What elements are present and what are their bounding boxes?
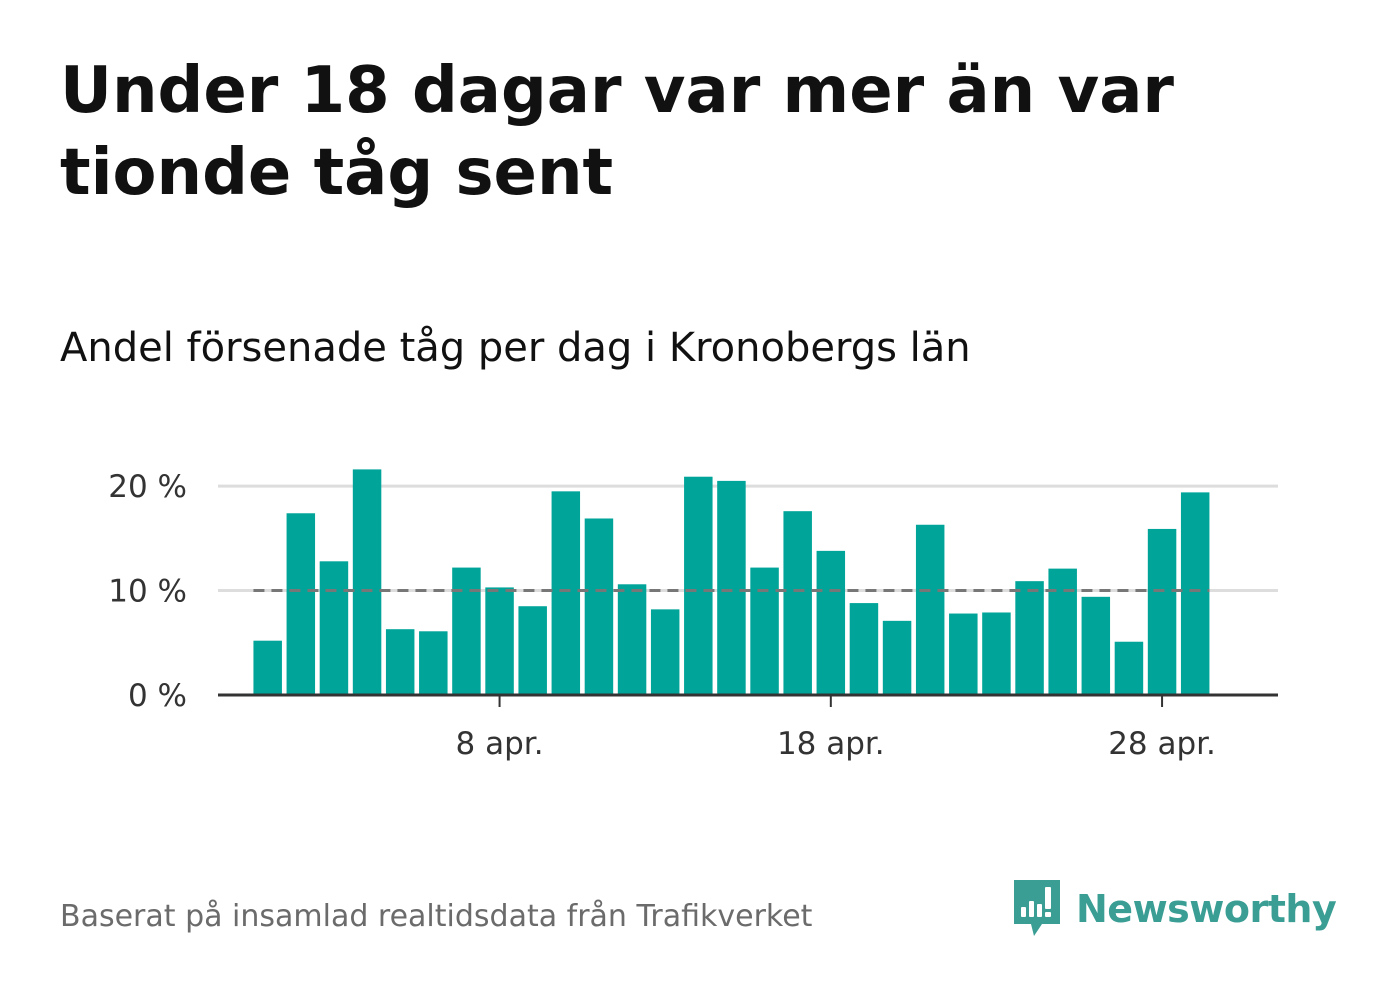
bar (1147, 528, 1177, 695)
bar (518, 606, 547, 695)
bar (319, 561, 349, 695)
bar (915, 524, 945, 695)
bar (1015, 581, 1044, 695)
bar (1081, 596, 1111, 695)
y-tick-label: 20 % (108, 469, 187, 505)
bar (485, 587, 514, 695)
bar (717, 480, 746, 695)
bar (882, 620, 912, 695)
bar (419, 631, 448, 695)
bar (385, 629, 415, 695)
brand-name: Newsworthy (1076, 887, 1337, 931)
bar (750, 567, 779, 695)
bar (551, 491, 581, 695)
x-tick-label: 18 apr. (777, 726, 885, 762)
bar (1114, 641, 1144, 695)
bars (253, 469, 1210, 695)
axes: 0 % 10 % 20 % 8 apr. 18 apr. 28 apr. (108, 469, 1278, 762)
source-note: Baserat på insamlad realtidsdata från Tr… (60, 899, 813, 934)
bar (286, 513, 316, 695)
bar (1180, 492, 1210, 695)
bar (253, 640, 282, 695)
x-tick-label: 28 apr. (1108, 726, 1216, 762)
y-tick-label: 0 % (128, 678, 187, 714)
brand-logo: Newsworthy (1012, 878, 1337, 940)
bar (949, 613, 978, 695)
bar (650, 609, 680, 695)
bar (452, 567, 481, 695)
x-tick-label: 8 apr. (456, 726, 544, 762)
bar (584, 518, 614, 695)
bar (816, 550, 846, 695)
bar (982, 612, 1011, 695)
bar (783, 511, 812, 695)
bar (1048, 568, 1077, 695)
bar (849, 603, 879, 695)
bar (617, 584, 647, 695)
bar (684, 476, 713, 695)
chart-subtitle: Andel försenade tåg per dag i Kronobergs… (60, 325, 971, 371)
bar (352, 469, 382, 695)
chart-title: Under 18 dagar var mer än var tionde tåg… (60, 54, 1174, 210)
newsworthy-logo-icon (1014, 880, 1060, 936)
y-tick-label: 10 % (108, 574, 187, 610)
